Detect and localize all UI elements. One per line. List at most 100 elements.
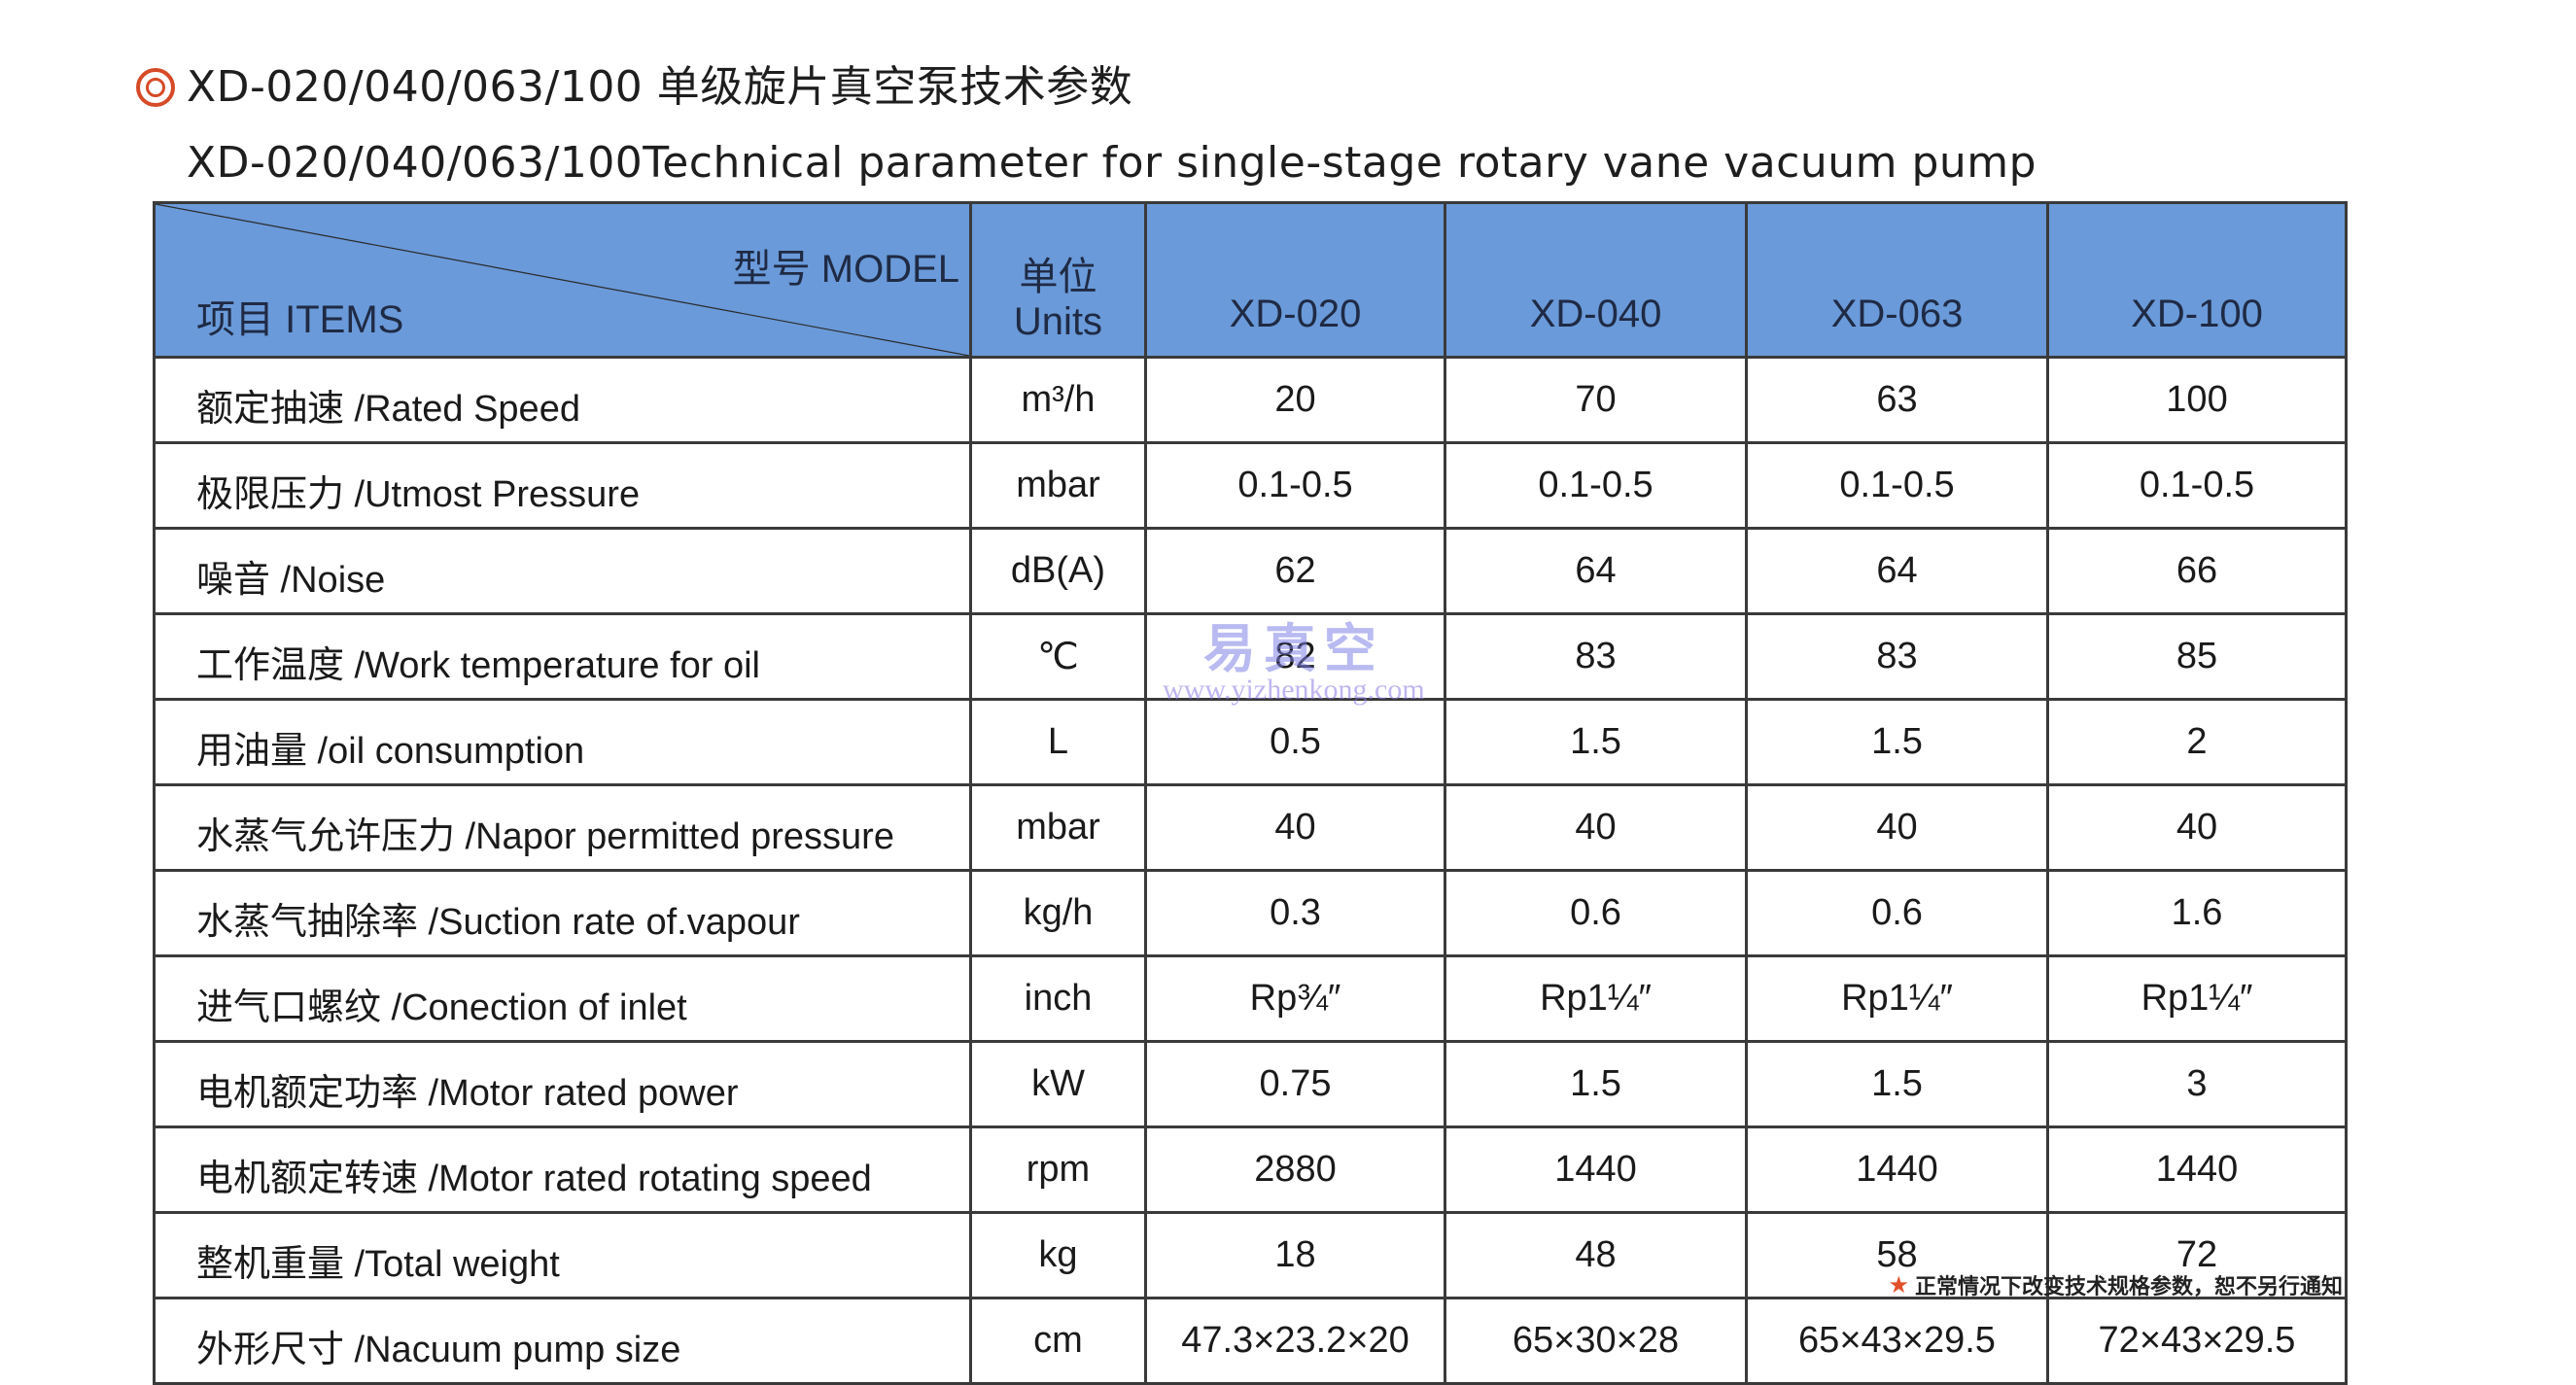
value-cell: 0.6	[1745, 869, 2049, 957]
units-label-en: Units	[1013, 300, 1103, 343]
item-cell: 电机额定转速 /Motor rated rotating speed	[153, 1125, 972, 1214]
model-header-xd020: XD-020	[1144, 201, 1446, 359]
value-cell: 1440	[1745, 1125, 2049, 1214]
value-cell: 83	[1745, 612, 2049, 701]
value-cell: 1440	[2046, 1125, 2348, 1214]
value-cell: 0.3	[1144, 869, 1446, 957]
value-cell: 64	[1745, 527, 2049, 615]
value-cell: 20	[1144, 356, 1446, 444]
value-cell: 85	[2046, 612, 2348, 701]
table-header-row: 型号 MODEL 项目 ITEMS 单位 Units XD-020 XD-040…	[153, 201, 2348, 359]
unit-cell: dB(A)	[969, 527, 1147, 615]
spec-table: 型号 MODEL 项目 ITEMS 单位 Units XD-020 XD-040…	[153, 201, 2348, 1385]
unit-cell: ℃	[969, 612, 1147, 701]
footnote: ★ 正常情况下改变技术规格参数，恕不另行通知	[1888, 1269, 2343, 1300]
table-row: 水蒸气允许压力 /Napor permitted pressure mbar 4…	[153, 783, 2348, 872]
corner-header-cell: 型号 MODEL 项目 ITEMS	[153, 201, 972, 359]
value-cell: 0.1-0.5	[2046, 441, 2348, 530]
unit-cell: cm	[969, 1297, 1147, 1385]
item-cell: 额定抽速 /Rated Speed	[153, 356, 972, 444]
value-cell: 40	[1745, 783, 2049, 872]
unit-cell: mbar	[969, 441, 1147, 530]
double-circle-icon	[136, 68, 175, 107]
item-cell: 整机重量 /Total weight	[153, 1211, 972, 1299]
table-row: 用油量 /oil consumption L 0.5 1.5 1.5 2	[153, 698, 2348, 786]
table-row: 工作温度 /Work temperature for oil ℃ 82 83 8…	[153, 612, 2348, 701]
table-row: 整机重量 /Total weight kg 18 48 58 72	[153, 1211, 2348, 1299]
value-cell: Rp1¼″	[2046, 954, 2348, 1043]
item-cell: 工作温度 /Work temperature for oil	[153, 612, 972, 701]
table-row: 外形尺寸 /Nacuum pump size cm 47.3×23.2×20 6…	[153, 1297, 2348, 1385]
footnote-text: 正常情况下改变技术规格参数，恕不另行通知	[1914, 1275, 2343, 1299]
value-cell: 0.5	[1144, 698, 1446, 786]
model-header-xd063: XD-063	[1745, 201, 2049, 359]
value-cell: 63	[1745, 356, 2049, 444]
value-cell: 40	[1444, 783, 1748, 872]
table-row: 噪音 /Noise dB(A) 62 64 64 66	[153, 527, 2348, 615]
model-label: 型号 MODEL	[732, 248, 959, 291]
value-cell: 40	[1144, 783, 1446, 872]
table-row: 电机额定功率 /Motor rated power kW 0.75 1.5 1.…	[153, 1040, 2348, 1128]
unit-cell: inch	[969, 954, 1147, 1043]
value-cell: 83	[1444, 612, 1748, 701]
item-cell: 噪音 /Noise	[153, 527, 972, 615]
value-cell: Rp1¼″	[1444, 954, 1748, 1043]
value-cell: 40	[2046, 783, 2348, 872]
value-cell: 0.75	[1144, 1040, 1446, 1128]
title-block: XD-020/040/063/100 单级旋片真空泵技术参数 XD-020/04…	[136, 60, 2036, 190]
units-label-cn: 单位	[1019, 256, 1097, 298]
value-cell: 72	[2046, 1211, 2348, 1299]
value-cell: 2	[2046, 698, 2348, 786]
value-cell: 64	[1444, 527, 1748, 615]
value-cell: 2880	[1144, 1125, 1446, 1214]
value-cell: 0.1-0.5	[1144, 441, 1446, 530]
unit-cell: kg/h	[969, 869, 1147, 957]
items-label: 项目 ITEMS	[196, 298, 404, 341]
model-header-xd100: XD-100	[2046, 201, 2348, 359]
title-en: XD-020/040/063/100Technical parameter fo…	[187, 138, 2037, 188]
value-cell: 47.3×23.2×20	[1144, 1297, 1446, 1385]
value-cell: 72×43×29.5	[2046, 1297, 2348, 1385]
value-cell: 65×30×28	[1444, 1297, 1748, 1385]
value-cell: 1.5	[1745, 1040, 2049, 1128]
value-cell: 65×43×29.5	[1745, 1297, 2049, 1385]
star-icon: ★	[1888, 1271, 1909, 1298]
units-header-cell: 单位 Units	[969, 201, 1147, 359]
item-cell: 电机额定功率 /Motor rated power	[153, 1040, 972, 1128]
unit-cell: kW	[969, 1040, 1147, 1128]
table-row: 额定抽速 /Rated Speed m³/h 20 70 63 100	[153, 356, 2348, 444]
value-cell: 0.1-0.5	[1745, 441, 2049, 530]
unit-cell: kg	[969, 1211, 1147, 1299]
corner-diagonal-line	[156, 204, 969, 356]
table-row: 进气口螺纹 /Conection of inlet inch Rp¾″ Rp1¼…	[153, 954, 2348, 1043]
value-cell: 100	[2046, 356, 2348, 444]
value-cell: 1.5	[1745, 698, 2049, 786]
value-cell: 1440	[1444, 1125, 1748, 1214]
item-cell: 水蒸气抽除率 /Suction rate of.vapour	[153, 869, 972, 957]
table-row: 水蒸气抽除率 /Suction rate of.vapour kg/h 0.3 …	[153, 869, 2348, 957]
item-cell: 极限压力 /Utmost Pressure	[153, 441, 972, 530]
value-cell: 18	[1144, 1211, 1446, 1299]
value-cell: 66	[2046, 527, 2348, 615]
value-cell: 48	[1444, 1211, 1748, 1299]
model-header-xd040: XD-040	[1444, 201, 1748, 359]
value-cell: 0.6	[1444, 869, 1748, 957]
title-cn: XD-020/040/063/100 单级旋片真空泵技术参数	[187, 62, 1133, 112]
item-cell: 外形尺寸 /Nacuum pump size	[153, 1297, 972, 1385]
unit-cell: mbar	[969, 783, 1147, 872]
unit-cell: L	[969, 698, 1147, 786]
value-cell: 1.5	[1444, 698, 1748, 786]
value-cell: 3	[2046, 1040, 2348, 1128]
value-cell: 62	[1144, 527, 1446, 615]
value-cell: 1.5	[1444, 1040, 1748, 1128]
unit-cell: m³/h	[969, 356, 1147, 444]
value-cell: 82	[1144, 612, 1446, 701]
value-cell: 1.6	[2046, 869, 2348, 957]
value-cell: 0.1-0.5	[1444, 441, 1748, 530]
unit-cell: rpm	[969, 1125, 1147, 1214]
item-cell: 进气口螺纹 /Conection of inlet	[153, 954, 972, 1043]
value-cell: Rp1¼″	[1745, 954, 2049, 1043]
value-cell: 70	[1444, 356, 1748, 444]
value-cell: Rp¾″	[1144, 954, 1446, 1043]
item-cell: 水蒸气允许压力 /Napor permitted pressure	[153, 783, 972, 872]
